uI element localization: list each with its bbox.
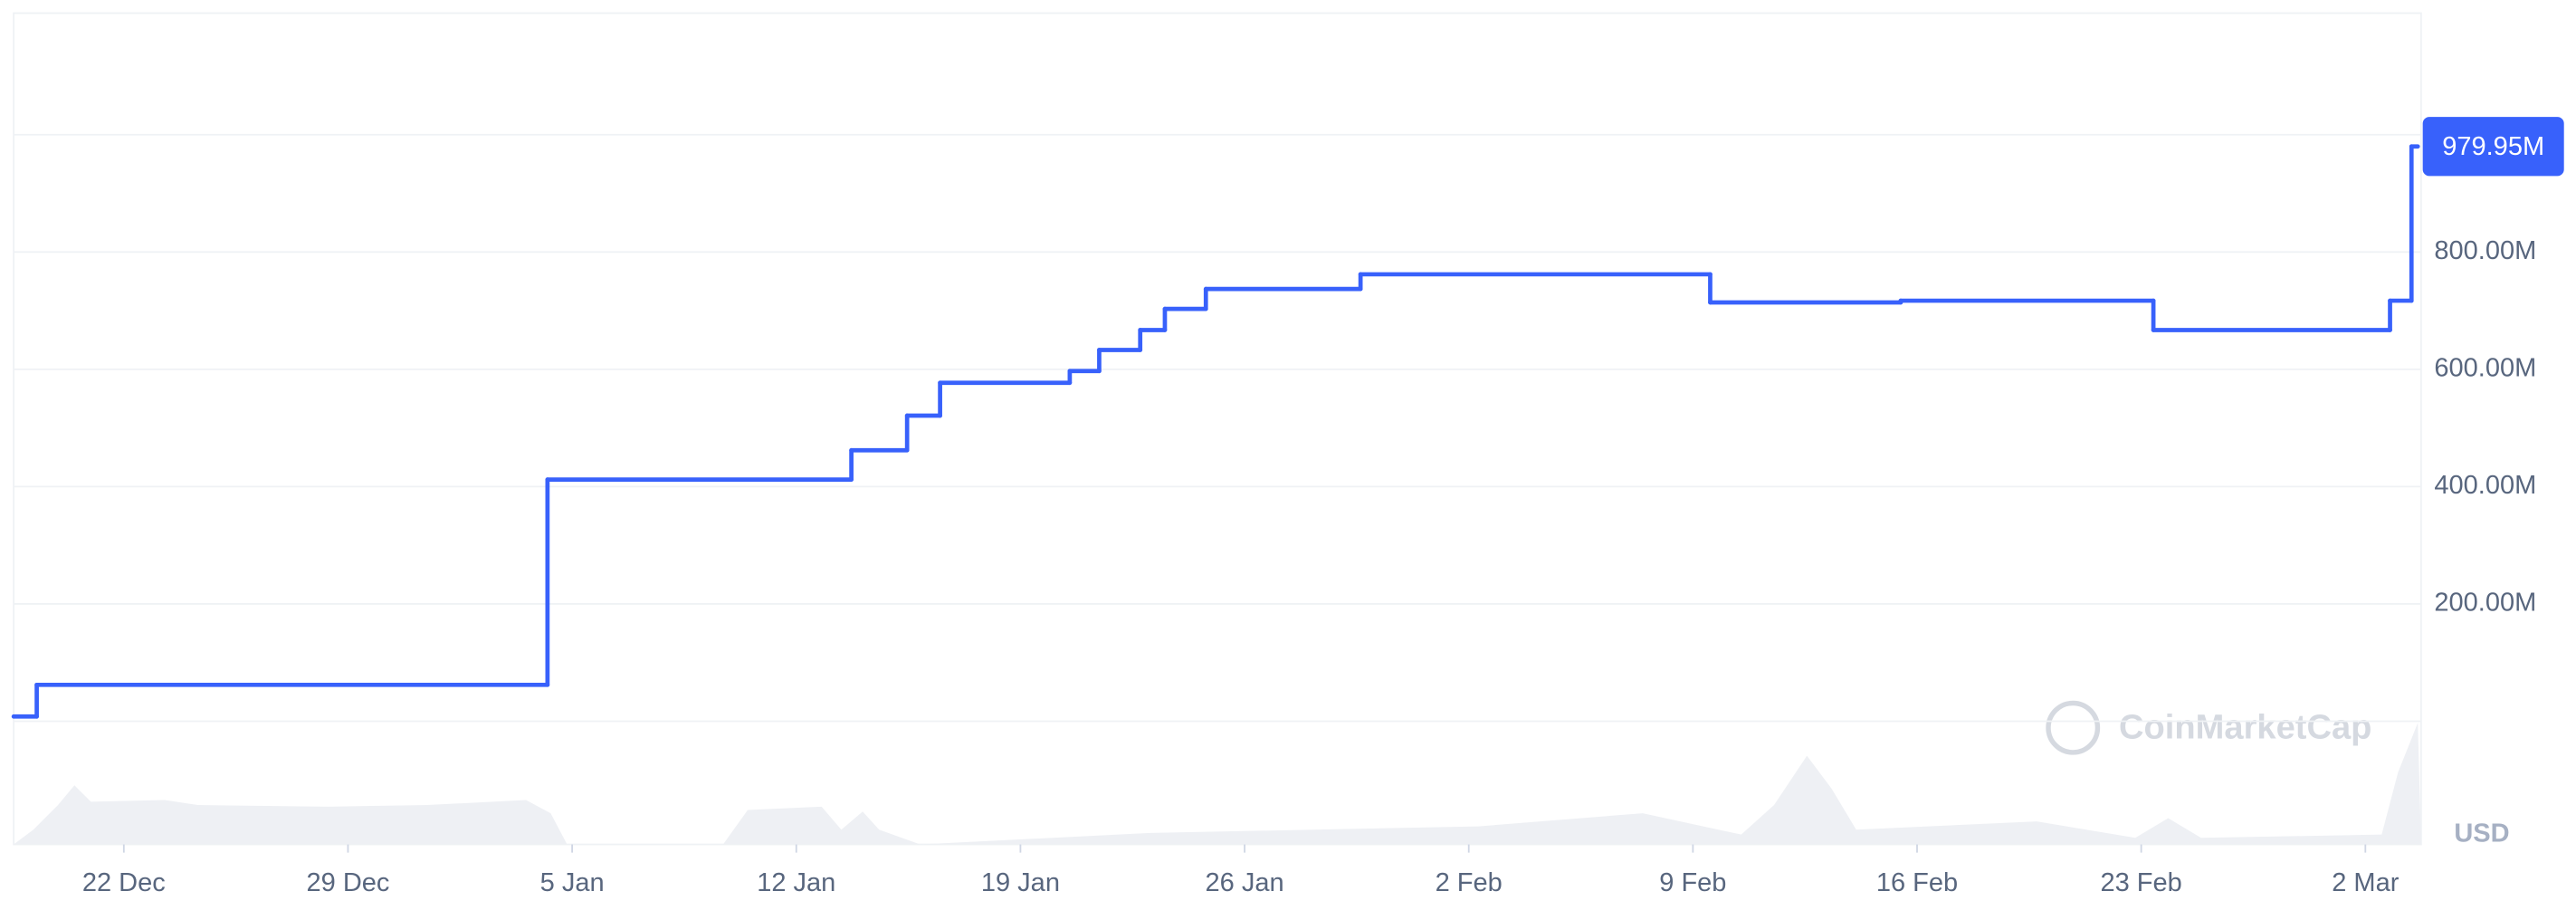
plot-frame — [13, 12, 2422, 846]
x-tick-label: 29 Dec — [306, 868, 389, 897]
y-tick-label: 600.00M — [2434, 354, 2536, 383]
price-tag-label: 979.95M — [2442, 132, 2544, 161]
watermark-logo — [2046, 700, 2101, 755]
price-tag — [2422, 117, 2564, 177]
x-tick-label: 2 Mar — [2332, 868, 2399, 897]
x-tick-label: 22 Dec — [82, 868, 166, 897]
x-tick-label: 9 Feb — [1659, 868, 1726, 897]
volume-area — [14, 723, 2421, 845]
y-tick-label: 800.00M — [2434, 236, 2536, 265]
x-tick-label: 16 Feb — [1876, 868, 1958, 897]
x-tick-label: 26 Jan — [1205, 868, 1283, 897]
watermark-text: CoinMarketCap — [2119, 709, 2371, 747]
x-tick-label: 12 Jan — [757, 868, 835, 897]
watermark: CoinMarketCap — [2046, 700, 2371, 755]
x-tick-label: 2 Feb — [1436, 868, 1503, 897]
y-tick-label: 200.00M — [2434, 589, 2536, 618]
price-line — [11, 144, 2420, 719]
x-tick-label: 5 Jan — [540, 868, 605, 897]
x-tick-label: 23 Feb — [2100, 868, 2181, 897]
x-tick-label: 19 Jan — [981, 868, 1060, 897]
currency-label: USD — [2454, 819, 2509, 848]
y-tick-label: 400.00M — [2434, 471, 2536, 500]
